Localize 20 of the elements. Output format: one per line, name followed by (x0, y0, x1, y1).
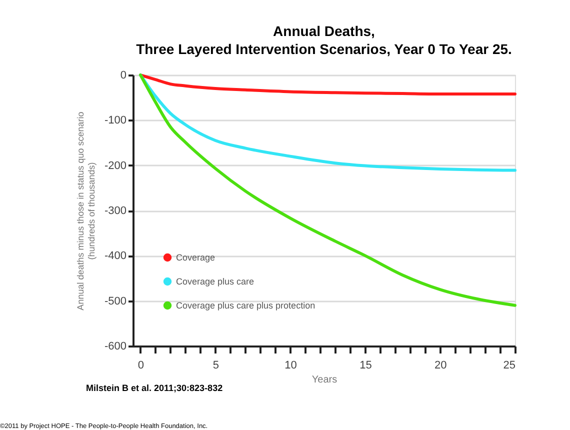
x-tick-label: 25 (503, 360, 516, 372)
y-tick-label: -100 (104, 114, 126, 127)
y-tick-label: -200 (104, 160, 126, 172)
chart-title: Annual Deaths, Three Layered Intervention Scenarios, Year 0 To Year 25. (136, 23, 512, 57)
x-axis-title: Years (312, 374, 338, 386)
y-axis-title: Annual deaths minus those in status quo scenario (hundreds of thousands) (75, 112, 96, 310)
legend-label: Coverage (176, 252, 216, 262)
y-tick-label: -300 (104, 205, 126, 217)
text: Milstein B et al. 2011;30:823-832 (86, 383, 223, 393)
x-tick-label: 20 (434, 360, 447, 372)
legend-label: Coverage plus care plus protection (176, 300, 316, 310)
y-tick-label: -500 (104, 295, 126, 308)
y-tick-label: -600 (104, 340, 126, 352)
x-tick-label: 10 (284, 360, 297, 372)
x-tick-label: 0 (138, 360, 144, 372)
y-tick-label: -400 (104, 250, 126, 262)
x-tick-label: 15 (360, 360, 372, 372)
x-tick-label: 5 (212, 360, 219, 372)
legend-label: Coverage plus care (176, 276, 254, 286)
y-tick-label: 0 (120, 70, 126, 82)
